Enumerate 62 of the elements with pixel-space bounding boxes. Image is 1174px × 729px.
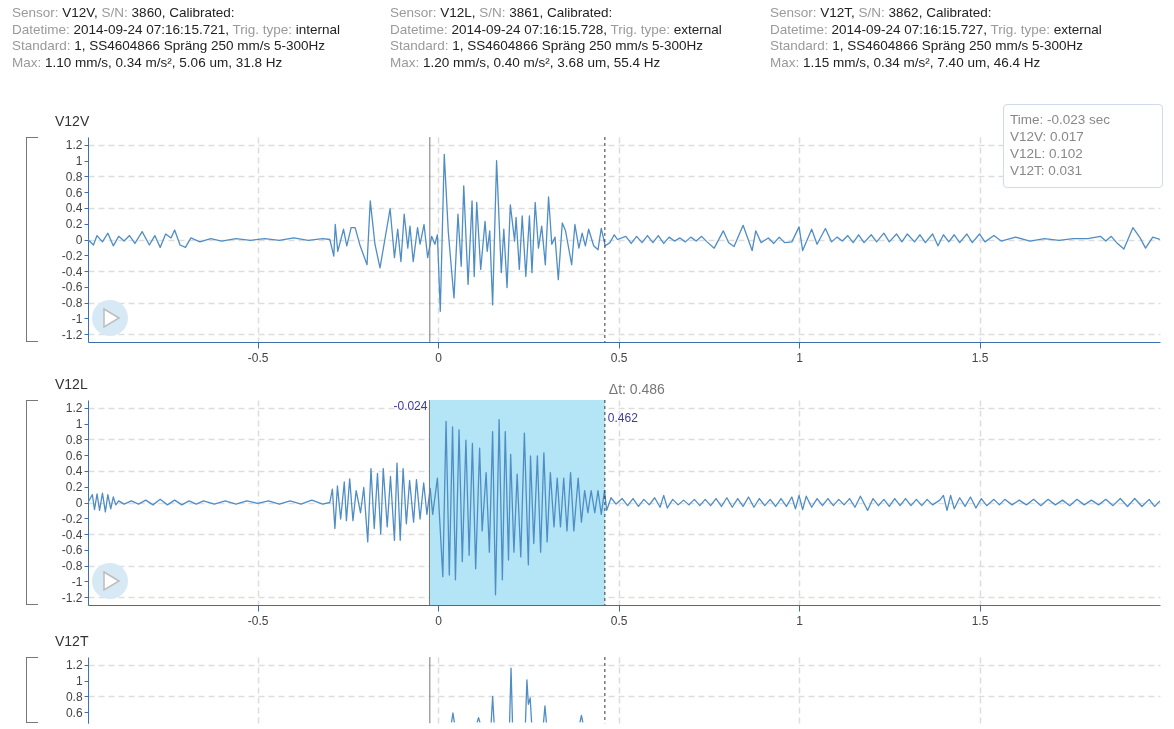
text: Max: 1.10 mm/s, 0.34 m/s², 5.06 um, 31.8 Hz <box>12 54 284 72</box>
y-tick-label: 1 <box>75 154 83 169</box>
text: Sensor: V12V, S/N: 3860, Calibrated: <box>12 5 236 22</box>
y-tick-label: -1 <box>71 574 83 589</box>
y-tick-label: 0.8 <box>65 169 83 184</box>
x-tick-label: 1.5 <box>971 350 989 365</box>
text: Standard: 1, SS4604866 Spräng 250 mm/s 5-300Hz <box>12 38 326 55</box>
x-tick-label: 1 <box>796 613 804 628</box>
x-tick-label: -0.5 <box>247 350 269 365</box>
text: Δt: 0.486 <box>608 381 666 397</box>
annotation: V12V: 0.017 <box>1010 128 1085 145</box>
y-tick-label: 0.4 <box>65 201 83 216</box>
y-tick-label: 0.2 <box>65 480 83 495</box>
y-tick-label: 0 <box>75 233 83 247</box>
annotation: V12L: 0.102 <box>1010 145 1084 162</box>
x-tick-label: 0 <box>435 613 443 628</box>
y-tick-label: 0.8 <box>65 689 83 704</box>
y-tick-label: 1.2 <box>65 658 83 673</box>
tooltip-box: Time: -0.023 sec V12V: 0.017 V12L: 0.102 V12T: 0.031 <box>1003 104 1163 188</box>
x-tick-label: 0 <box>435 350 443 365</box>
y-tick-label: 0.4 <box>65 464 83 479</box>
text: Datetime: 2014-09-24 07:16:15.727, Trig. type: external <box>770 21 1102 39</box>
y-tick-label: 0.6 <box>65 185 83 200</box>
y-tick-label: -0.4 <box>61 264 83 279</box>
y-tick-label: -0.2 <box>61 511 83 526</box>
annotation: V12T: 0.031 <box>1010 162 1084 179</box>
text: Max: 1.15 mm/s, 0.34 m/s², 7.40 um, 46.4 Hz <box>770 54 1042 72</box>
chart-title: V12T <box>55 632 89 650</box>
y-tick-label: -0.8 <box>61 559 83 574</box>
text: Datetime: 2014-09-24 07:16:15.728, Trig. type: external <box>390 21 722 39</box>
y-tick-label: 1.2 <box>65 401 83 416</box>
y-tick-label: -1.2 <box>61 590 83 605</box>
chart-title: V12V <box>55 112 90 130</box>
chart-title: V12L <box>55 375 88 393</box>
ref-line-label: -0.024 <box>393 399 428 413</box>
x-tick-label: 0.5 <box>610 613 628 628</box>
y-tick-label: 1 <box>75 674 83 689</box>
y-tick-label: 0.6 <box>65 705 83 720</box>
text: Standard: 1, SS4604866 Spräng 250 mm/s 5-300Hz <box>770 38 1084 55</box>
y-tick-label: -0.4 <box>61 527 83 542</box>
y-tick-label: 1 <box>75 417 83 432</box>
text: Sensor: V12L, S/N: 3861, Calibrated: <box>390 5 614 22</box>
x-tick-label: 1.5 <box>971 613 989 628</box>
text: Max: 1.20 mm/s, 0.40 m/s², 3.68 um, 55.4 Hz <box>390 54 662 72</box>
y-tick-label: -0.6 <box>61 543 83 558</box>
text: Sensor: V12T, S/N: 3862, Calibrated: <box>770 5 993 22</box>
text: Datetime: 2014-09-24 07:16:15.721, Trig. type: internal <box>12 21 340 39</box>
y-tick-label: -0.8 <box>61 296 83 311</box>
y-tick-label: 1.2 <box>65 138 83 153</box>
y-tick-label: -1 <box>71 311 83 326</box>
y-tick-label: 0.2 <box>65 217 83 232</box>
y-tick-label: 0 <box>75 496 83 510</box>
ref-line-label: 0.462 <box>607 411 639 425</box>
y-tick-label: 0.6 <box>65 448 83 463</box>
text: Standard: 1, SS4604866 Spräng 250 mm/s 5-300Hz <box>390 38 704 55</box>
y-tick-label: -0.2 <box>61 248 83 263</box>
x-tick-label: 0.5 <box>610 350 628 365</box>
x-tick-label: 1 <box>796 350 804 365</box>
y-tick-label: 0.8 <box>65 432 83 447</box>
y-tick-label: -1.2 <box>61 327 83 342</box>
y-tick-label: -0.6 <box>61 280 83 295</box>
x-tick-label: -0.5 <box>247 613 269 628</box>
